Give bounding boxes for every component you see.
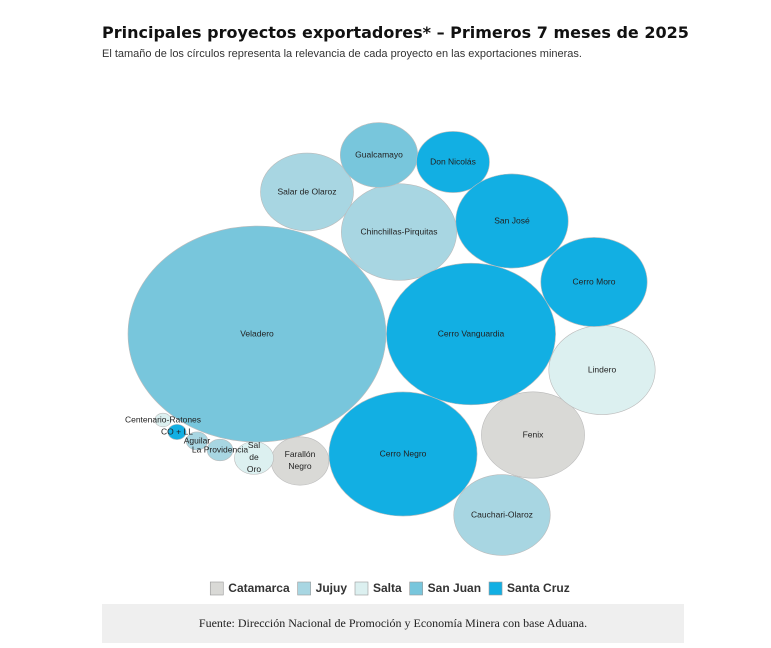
source-note: Fuente: Dirección Nacional de Promoción … <box>199 616 587 630</box>
bubbles <box>127 122 656 556</box>
bubble <box>260 152 354 232</box>
bubble-label: Chinchillas-Pirquitas <box>360 226 437 236</box>
bubble-label: Aguilar <box>184 435 211 445</box>
bubble-label: Gualcamayo <box>355 149 403 159</box>
bubble-label: Veladero <box>240 328 274 338</box>
legend-label: Salta <box>373 581 402 595</box>
legend-item: Catamarca <box>209 581 290 596</box>
bubble <box>206 438 234 462</box>
legend-item: Jujuy <box>297 581 348 596</box>
legend-item: Salta <box>354 581 402 596</box>
bubble-label: Salar de Olaroz <box>277 186 336 196</box>
bubble <box>455 173 569 269</box>
bubble-label: Cauchari-Olaroz <box>471 509 533 519</box>
bubble-label: Fenix <box>523 429 545 439</box>
legend-label: Catamarca <box>228 581 290 595</box>
bubble <box>154 412 172 428</box>
chart-title: Principales proyectos exportadores* – Pr… <box>102 23 689 42</box>
legend-swatch <box>354 581 369 596</box>
legend-item: Santa Cruz <box>488 581 570 596</box>
bubble <box>341 183 457 281</box>
bubble-label: Farallón Negro <box>285 449 316 471</box>
bubble <box>416 131 490 193</box>
bubble-label: Cerro Negro <box>380 448 427 458</box>
legend-swatch <box>488 581 503 596</box>
bubble <box>453 474 551 556</box>
bubble-label: Lindero <box>588 364 617 374</box>
legend-swatch <box>297 581 311 596</box>
bubble <box>328 391 478 517</box>
chart-subtitle: El tamaño de los círculos representa la … <box>102 48 582 60</box>
legend-label: San Juan <box>428 581 481 595</box>
bubble-label: Sal de Oro <box>247 440 261 474</box>
legend-label: Jujuy <box>316 581 348 595</box>
bubble-labels: Fenix Farallón Negro Salar de Olaroz Chinchi… <box>125 149 616 519</box>
bubble-label: La Providencia <box>192 444 249 454</box>
bubble-label: Cerro Moro <box>573 276 616 286</box>
bubble <box>127 225 387 443</box>
bubble <box>167 424 187 440</box>
bubble <box>386 262 556 406</box>
bubble-label: Don Nicolás <box>430 156 476 166</box>
legend-item: San Juan <box>409 581 481 596</box>
bubble <box>540 237 648 327</box>
bubble-label: Centenario-Ratones <box>125 414 201 424</box>
bubble-label: San José <box>494 215 530 225</box>
legend-swatch <box>209 581 224 596</box>
bubble-label: CO + LL <box>161 426 193 436</box>
bubble <box>185 431 209 451</box>
bubble-label: Cerro Vanguardia <box>438 328 505 338</box>
bubble <box>481 391 585 479</box>
legend-label: Santa Cruz <box>507 581 570 595</box>
source-box <box>102 604 684 643</box>
legend-swatch <box>409 581 423 596</box>
